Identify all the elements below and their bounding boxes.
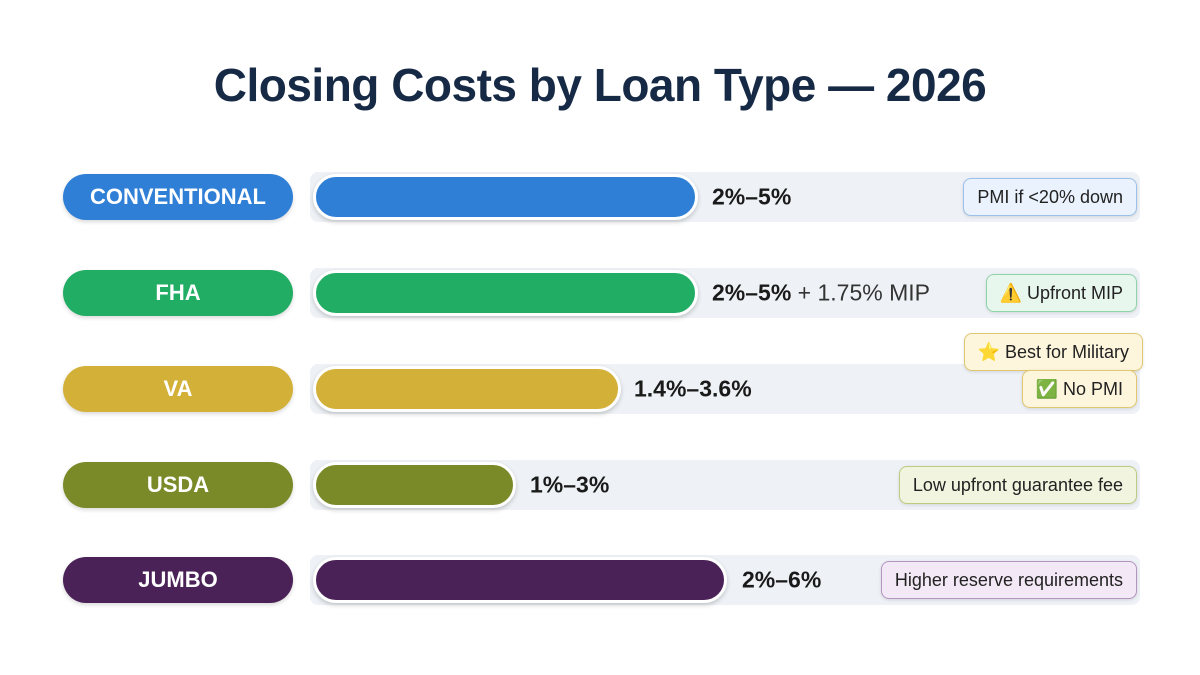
- loan-label: FHA: [63, 270, 293, 316]
- range: 2%–6%: [742, 566, 822, 593]
- note: Higher reserve requirements: [880, 561, 1137, 599]
- note: ⚠️ Upfront MIP: [985, 274, 1137, 312]
- range: 1.4%–3.6%: [634, 375, 752, 402]
- range: 2%–5%: [712, 183, 792, 210]
- bar: [313, 557, 727, 603]
- loan-row: FHA 2%–5% + 1.75% MIP ⚠️ Upfront MIP: [0, 263, 1200, 323]
- bar: [313, 462, 516, 508]
- bar: [313, 366, 621, 412]
- note: ⭐ Best for Military: [963, 333, 1143, 371]
- loan-label: VA: [63, 366, 293, 412]
- range: 1%–3%: [530, 471, 610, 498]
- loan-row: USDA 1%–3% Low upfront guarantee fee: [0, 455, 1200, 515]
- title: Closing Costs by Loan Type — 2026: [213, 59, 987, 111]
- loan-row: CONVENTIONAL 2%–5% PMI if <20% down: [0, 167, 1200, 227]
- loan-label: CONVENTIONAL: [63, 174, 293, 220]
- range-extra: + 1.75% MIP: [797, 279, 930, 306]
- range-text: 2%–5%: [712, 279, 792, 306]
- bar: [313, 174, 698, 220]
- note: ✅ No PMI: [1021, 370, 1137, 408]
- note: PMI if <20% down: [963, 178, 1137, 216]
- bar: [313, 270, 698, 316]
- note: Low upfront guarantee fee: [898, 466, 1137, 504]
- range: 2%–5% + 1.75% MIP: [712, 280, 930, 307]
- loan-label: JUMBO: [63, 557, 293, 603]
- loan-row: VA 1.4%–3.6% ⭐ Best for Military ✅ No PM…: [0, 333, 1200, 419]
- loan-label: USDA: [63, 462, 293, 508]
- loan-row: JUMBO 2%–6% Higher reserve requirements: [0, 550, 1200, 610]
